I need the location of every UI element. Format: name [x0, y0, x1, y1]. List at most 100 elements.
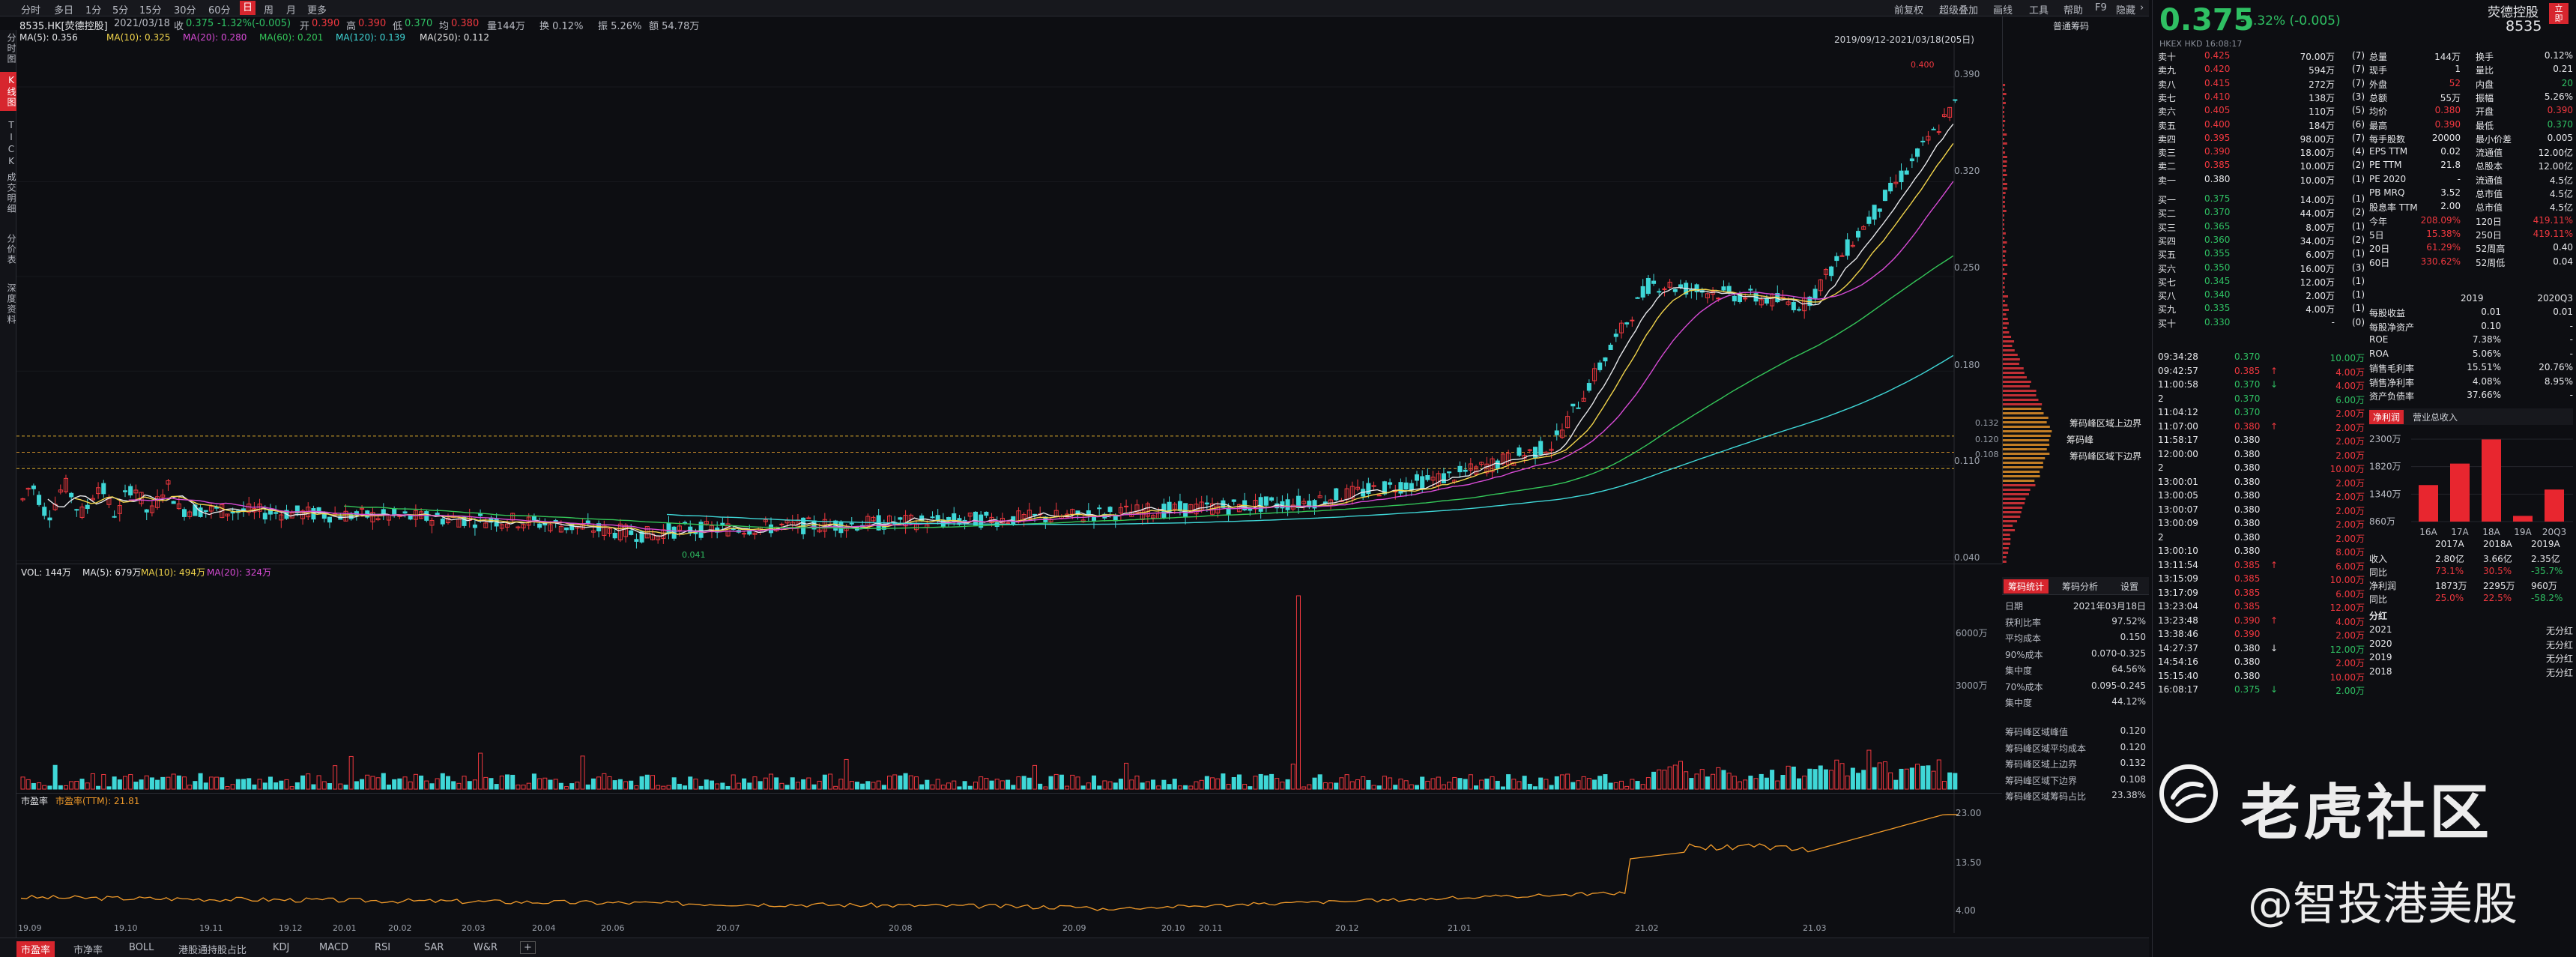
volume-bar	[354, 782, 358, 789]
volume-bar	[1012, 785, 1015, 789]
stats-key: 总额	[2369, 91, 2387, 104]
volume-bar	[301, 776, 305, 789]
volume-chart[interactable]	[16, 564, 2002, 794]
period-tab-active[interactable]: 日	[240, 1, 256, 15]
chip-tab-analysis[interactable]: 筹码分析	[2062, 580, 2098, 593]
candle-body	[1555, 431, 1558, 435]
orderbook-price: 0.395	[2204, 133, 2230, 143]
indicator-tab-southbound[interactable]: 港股通持股占比	[174, 941, 251, 957]
indicator-tab-rsi[interactable]: RSI	[370, 941, 395, 954]
high-label: 高	[346, 18, 356, 32]
volume-bar	[1038, 784, 1042, 789]
left-tab-timeshare[interactable]: 分时图	[0, 30, 16, 67]
pe-chart[interactable]	[16, 794, 2002, 933]
stats-value: 15.38%	[2426, 229, 2461, 239]
volume-bar	[306, 774, 310, 789]
profit-tab-net[interactable]: 净利润	[2369, 410, 2404, 424]
kline-panel[interactable]	[16, 43, 2002, 564]
period-tab[interactable]: 更多	[307, 2, 327, 16]
stats-key: 换手	[2476, 50, 2494, 63]
volume-bar	[790, 778, 794, 789]
volume-panel[interactable]	[16, 564, 2002, 793]
volume-bar	[247, 779, 251, 789]
volume-bar	[511, 775, 515, 789]
left-tab-profile[interactable]: 深度资料	[0, 280, 16, 328]
volume-bar	[193, 782, 197, 789]
dividend-header: 分红	[2369, 609, 2573, 623]
period-tab[interactable]: 5分	[112, 2, 128, 16]
indicator-tab-boll[interactable]: BOLL	[124, 941, 158, 954]
f9-button[interactable]: F9	[2095, 2, 2107, 13]
period-tab[interactable]: 15分	[139, 2, 162, 16]
chip-tab-settings[interactable]: 设置	[2120, 580, 2138, 593]
volume-bar	[1830, 770, 1833, 789]
period-tab[interactable]: 月	[286, 2, 296, 16]
chip-bar	[2003, 97, 2004, 100]
volume-bar	[1684, 772, 1688, 789]
indicator-tab-wr[interactable]: W&R	[469, 941, 502, 954]
orderbook-price: 0.370	[2204, 207, 2230, 217]
indicator-tab-macd[interactable]: MACD	[315, 941, 353, 954]
period-tab[interactable]: 多日	[54, 2, 73, 16]
tools-menu[interactable]: 工具	[2029, 2, 2049, 16]
stats-key: 每手股数	[2369, 133, 2405, 145]
volume-bar	[731, 775, 735, 789]
indicator-tab-pb[interactable]: 市净率	[69, 941, 107, 957]
period-tab[interactable]: 30分	[174, 2, 196, 16]
help-menu[interactable]: 帮助	[2063, 2, 2083, 16]
overlay-menu[interactable]: 超级叠加	[1939, 2, 1978, 16]
chip-bar	[2003, 439, 2049, 441]
volume-bar	[226, 787, 229, 789]
chip-tab-stats[interactable]: 筹码统计	[2004, 579, 2049, 594]
volume-bar	[704, 780, 708, 789]
kline-chart[interactable]	[16, 43, 2002, 564]
left-tab-kline[interactable]: K线图	[0, 72, 16, 111]
chip-bar	[2003, 223, 2004, 226]
volume-bar	[1184, 785, 1188, 789]
orderbook-row: 卖五 0.400 184万 (6)	[2158, 118, 2365, 132]
chip-bar	[2003, 228, 2004, 230]
indicator-tab-pe[interactable]: 市盈率	[16, 941, 55, 957]
pe-panel[interactable]	[16, 793, 2002, 932]
financial-year: 2019	[2461, 293, 2484, 304]
tick-arrow: ↑	[2270, 615, 2278, 626]
period-tab[interactable]: 60分	[208, 2, 231, 16]
financial-key: 销售净利率	[2369, 376, 2414, 389]
add-indicator-button[interactable]: +	[520, 941, 536, 954]
volume-bar	[850, 782, 853, 789]
period-tab[interactable]: 分时	[21, 2, 40, 16]
chip-mode-label[interactable]: 普通筹码	[2053, 19, 2089, 32]
draw-line-menu[interactable]: 画线	[1993, 2, 2013, 16]
chip-bar	[2003, 232, 2006, 235]
profit-tabs: 净利润 营业总收入	[2369, 408, 2573, 425]
indicator-tab-kdj[interactable]: KDJ	[268, 941, 294, 954]
volume-bar	[1781, 776, 1785, 789]
chip-bar	[2003, 354, 2018, 356]
volume-bar	[279, 781, 283, 789]
volume-bar	[1916, 764, 1920, 789]
hide-button[interactable]: 隐藏	[2116, 2, 2135, 16]
left-tab-tick[interactable]: TICK	[0, 117, 16, 171]
profit-table-value: 1873万	[2435, 579, 2467, 592]
orderbook-level: 卖六	[2158, 105, 2176, 118]
trade-badge[interactable]: 立即	[2549, 3, 2569, 24]
indicator-tab-sar[interactable]: SAR	[420, 941, 448, 954]
volume-bar	[1281, 782, 1284, 789]
tick-volume: 2.00万	[2335, 532, 2365, 545]
volume-bar	[1108, 782, 1112, 789]
stats-value: 4.5亿	[2550, 201, 2573, 214]
profit-table-header: 2017A 2018A 2019A	[2369, 538, 2573, 552]
left-tab-price-table[interactable]: 分价表	[0, 231, 16, 268]
volume-bar	[339, 784, 342, 789]
tick-price: 0.380	[2234, 462, 2260, 473]
orderbook-count: (2)	[2352, 207, 2365, 217]
chip-stat-row: 90%成本 0.070-0.325	[2005, 648, 2146, 663]
chevron-right-icon[interactable]: ›	[2140, 2, 2144, 13]
left-tab-trades[interactable]: 成交明细	[0, 169, 16, 217]
adjust-menu[interactable]: 前复权	[1894, 2, 1923, 16]
profit-tab-revenue[interactable]: 营业总收入	[2413, 411, 2458, 423]
period-tab[interactable]: 1分	[85, 2, 101, 16]
orderbook-price: 0.340	[2204, 289, 2230, 300]
date-tick: 20.07	[716, 923, 740, 933]
period-tab[interactable]: 周	[264, 2, 273, 16]
